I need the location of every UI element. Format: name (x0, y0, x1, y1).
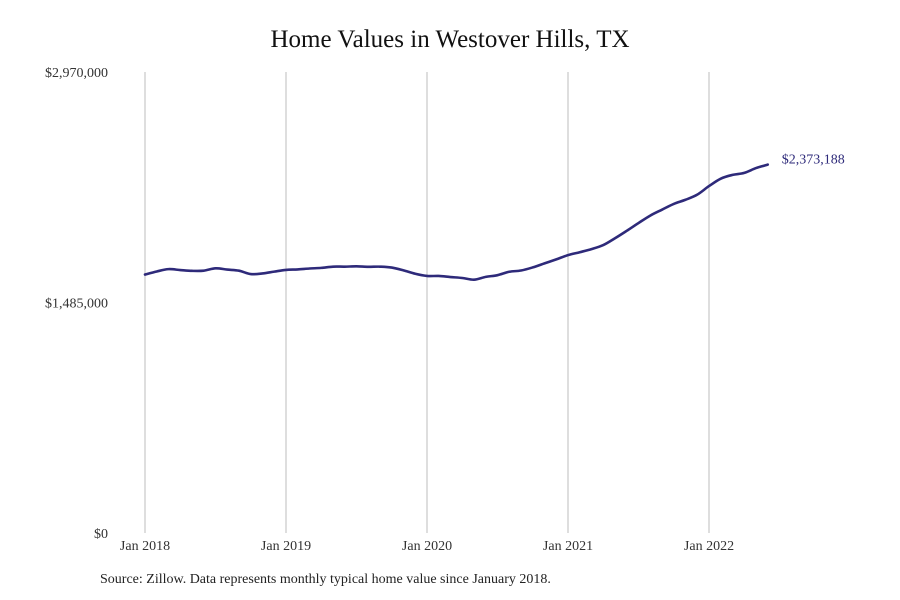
y-tick-label: $0 (94, 527, 108, 542)
y-tick-label: $1,485,000 (45, 297, 108, 312)
y-tick-label: $2,970,000 (45, 66, 108, 81)
gridlines (144, 72, 710, 533)
end-value-label: $2,373,188 (782, 153, 845, 168)
x-tick-label: Jan 2019 (261, 539, 311, 554)
x-axis-ticks: Jan 2018 Jan 2019 Jan 2020 Jan 2021 Jan 2022 (120, 539, 734, 554)
end-label-layer: $2,373,188 (782, 153, 845, 168)
series-layer (143, 163, 770, 281)
x-tick-label: Jan 2020 (402, 539, 452, 554)
x-tick-label: Jan 2018 (120, 539, 170, 554)
x-tick-label: Jan 2022 (684, 539, 734, 554)
source-note: Source: Zillow. Data represents monthly … (100, 572, 551, 587)
y-axis-ticks: $2,970,000 $1,485,000 $0 (45, 66, 108, 542)
x-tick-label: Jan 2021 (543, 539, 593, 554)
chart-title: Home Values in Westover Hills, TX (270, 26, 630, 53)
series-line (143, 163, 770, 281)
